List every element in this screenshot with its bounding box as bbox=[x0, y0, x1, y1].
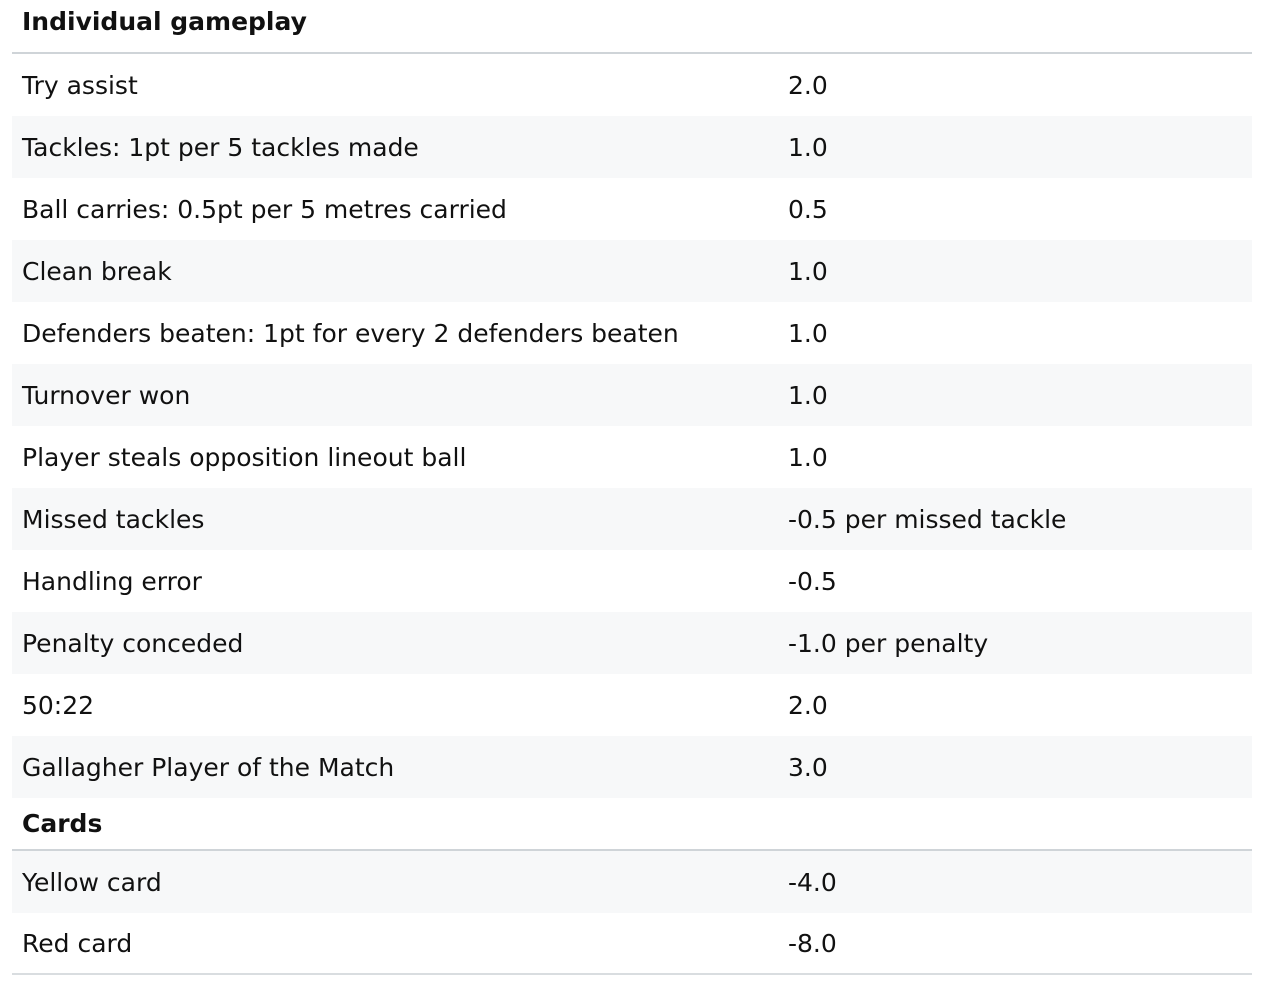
row-label: Gallagher Player of the Match bbox=[22, 752, 395, 782]
table-row: Missed tackles -0.5 per missed tackle bbox=[12, 488, 1252, 550]
row-value: 1.0 bbox=[788, 442, 828, 472]
row-label: Clean break bbox=[22, 256, 172, 286]
table-row: Red card -8.0 bbox=[12, 913, 1252, 975]
row-value: 3.0 bbox=[788, 752, 828, 782]
scoring-table: Individual gameplay Try assist 2.0 Tackl… bbox=[12, 0, 1252, 975]
table-row: Handling error -0.5 bbox=[12, 550, 1252, 612]
row-label: Red card bbox=[22, 928, 133, 958]
table-row: Player steals opposition lineout ball 1.… bbox=[12, 426, 1252, 488]
table-row: Penalty conceded -1.0 per penalty bbox=[12, 612, 1252, 674]
table-row: Gallagher Player of the Match 3.0 bbox=[12, 736, 1252, 798]
row-value: -4.0 bbox=[788, 867, 837, 897]
row-label: Player steals opposition lineout ball bbox=[22, 442, 467, 472]
row-value: 2.0 bbox=[788, 690, 828, 720]
table-row: Ball carries: 0.5pt per 5 metres carried… bbox=[12, 178, 1252, 240]
table-row: Yellow card -4.0 bbox=[12, 851, 1252, 913]
row-label: Missed tackles bbox=[22, 504, 205, 534]
row-label: Yellow card bbox=[22, 867, 162, 897]
table-row: 50:22 2.0 bbox=[12, 674, 1252, 736]
row-value: 2.0 bbox=[788, 70, 828, 100]
table-row: Turnover won 1.0 bbox=[12, 364, 1252, 426]
row-value: -0.5 per missed tackle bbox=[788, 504, 1067, 534]
row-value: 0.5 bbox=[788, 194, 828, 224]
row-label: Try assist bbox=[22, 70, 138, 100]
row-value: -0.5 bbox=[788, 566, 837, 596]
table-row: Defenders beaten: 1pt for every 2 defend… bbox=[12, 302, 1252, 364]
section-header-individual-gameplay: Individual gameplay bbox=[12, 0, 1252, 54]
section-header-cards: Cards bbox=[12, 798, 1252, 851]
row-label: Penalty conceded bbox=[22, 628, 244, 658]
table-row: Tackles: 1pt per 5 tackles made 1.0 bbox=[12, 116, 1252, 178]
row-label: Handling error bbox=[22, 566, 202, 596]
row-value: 1.0 bbox=[788, 318, 828, 348]
row-value: 1.0 bbox=[788, 256, 828, 286]
row-label: Tackles: 1pt per 5 tackles made bbox=[22, 132, 419, 162]
row-label: Ball carries: 0.5pt per 5 metres carried bbox=[22, 194, 507, 224]
row-value: -1.0 per penalty bbox=[788, 628, 989, 658]
row-value: 1.0 bbox=[788, 132, 828, 162]
table-row: Clean break 1.0 bbox=[12, 240, 1252, 302]
row-value: 1.0 bbox=[788, 380, 828, 410]
row-label: Turnover won bbox=[22, 380, 191, 410]
row-label: Defenders beaten: 1pt for every 2 defend… bbox=[22, 318, 679, 348]
table-row: Try assist 2.0 bbox=[12, 54, 1252, 116]
row-label: 50:22 bbox=[22, 690, 95, 720]
row-value: -8.0 bbox=[788, 928, 837, 958]
